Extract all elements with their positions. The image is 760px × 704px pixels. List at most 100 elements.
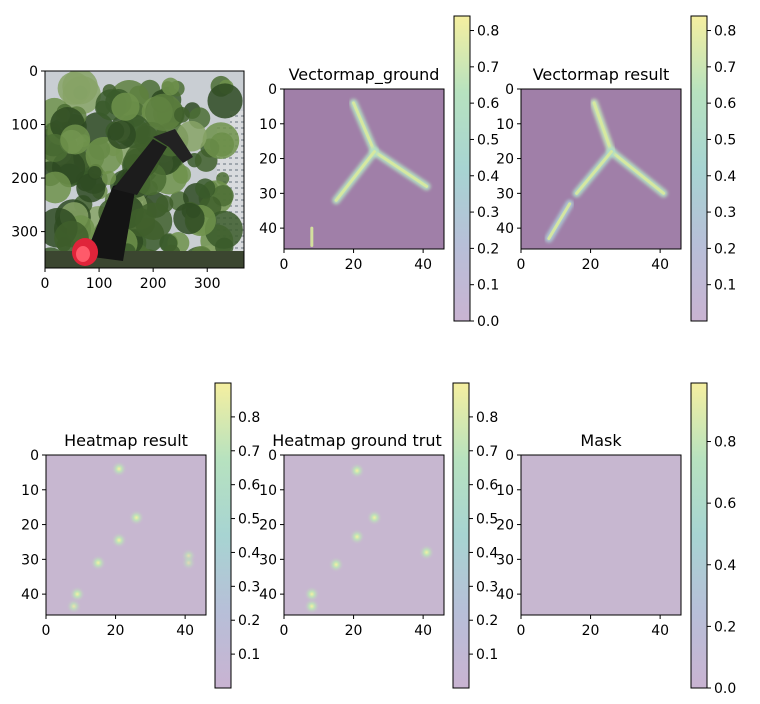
colorbar-tick-label: 0.6 bbox=[714, 496, 736, 512]
colorbar-tick-label: 0.1 bbox=[477, 278, 499, 294]
photo-foliage bbox=[134, 202, 173, 241]
photo-foliage bbox=[173, 202, 205, 235]
colorbar-tick-label: 0.2 bbox=[238, 613, 260, 629]
x-tick-label: 0 bbox=[42, 623, 51, 639]
y-tick-label: 20 bbox=[21, 518, 39, 534]
heatmap-peak bbox=[418, 544, 435, 561]
heatmap-image bbox=[284, 89, 444, 249]
y-tick-label: 100 bbox=[11, 118, 38, 134]
y-tick-label: 40 bbox=[496, 221, 514, 237]
photo-foliage bbox=[161, 77, 180, 96]
colorbar-tick-label: 0.2 bbox=[714, 241, 736, 257]
colorbar-gradient bbox=[452, 382, 470, 689]
colorbar-tick-label: 0.8 bbox=[714, 435, 736, 451]
axes-frame bbox=[45, 454, 207, 616]
colorbar: 0.0 0.1 0.2 0.3 0.4 0.5 0.6 0.7 0.8 bbox=[453, 15, 499, 330]
x-tick-label: 40 bbox=[176, 623, 194, 639]
photo-red-light-core bbox=[76, 246, 90, 262]
axes: 0 20 40 0 10 20 30 40 Vectormap result bbox=[496, 65, 682, 273]
axes-frame bbox=[283, 88, 445, 250]
heatmap-peak bbox=[90, 554, 107, 571]
colorbar-tick-label: 0.2 bbox=[714, 619, 736, 635]
y-tick-label: 10 bbox=[259, 483, 277, 499]
heatmap-background bbox=[521, 455, 681, 615]
heatmap-peak bbox=[111, 460, 128, 477]
axes: 0 20 40 0 10 20 30 40 Heatmap result bbox=[21, 431, 207, 639]
heatmap-peak bbox=[349, 462, 366, 479]
colorbar-tick-label: 0.1 bbox=[238, 647, 260, 663]
heatmap-peak bbox=[303, 598, 320, 615]
colorbar-tick-label: 0.4 bbox=[476, 545, 498, 561]
colorbar-tick-label: 0.0 bbox=[714, 681, 736, 697]
colorbar-tick-label: 0.5 bbox=[477, 132, 499, 148]
vector-segment-core bbox=[352, 101, 376, 154]
axes: 0 100 200 300 0 100 200 300 bbox=[11, 64, 245, 292]
x-tick-label: 0 bbox=[517, 623, 526, 639]
x-tick-label: 20 bbox=[107, 623, 125, 639]
photo-foliage bbox=[87, 165, 102, 180]
colorbar-tick-label: 0.3 bbox=[238, 579, 260, 595]
x-tick-label: 20 bbox=[345, 623, 363, 639]
heatmap-image bbox=[284, 455, 444, 615]
photo-gripper bbox=[153, 129, 193, 163]
x-tick-label: 40 bbox=[414, 623, 432, 639]
y-tick-label: 40 bbox=[259, 221, 277, 237]
y-tick-label: 30 bbox=[496, 552, 514, 568]
colorbar-gradient bbox=[690, 382, 708, 689]
photo-foliage bbox=[202, 122, 240, 160]
x-tick-label: 40 bbox=[414, 257, 432, 273]
heatmap-peak bbox=[111, 532, 128, 549]
colorbar-tick-label: 0.6 bbox=[476, 478, 498, 494]
x-tick-label: 0 bbox=[280, 623, 289, 639]
y-tick-label: 10 bbox=[21, 483, 39, 499]
x-tick-label: 200 bbox=[140, 276, 167, 292]
vector-segment-core bbox=[372, 150, 429, 188]
axes: 0 20 40 0 10 20 30 40 Vectormap_ground bbox=[259, 65, 445, 273]
colorbar-tick-label: 0.7 bbox=[238, 444, 260, 460]
axes-title: Vectormap_ground bbox=[289, 65, 440, 85]
photo-foliage bbox=[172, 165, 192, 184]
y-tick-label: 0 bbox=[505, 448, 514, 464]
colorbar: 0.1 0.2 0.3 0.4 0.5 0.6 0.7 0.8 bbox=[214, 382, 260, 689]
heatmap-peak bbox=[181, 555, 197, 571]
heatmap-peak bbox=[66, 598, 82, 615]
y-tick-label: 200 bbox=[11, 171, 38, 187]
x-tick-label: 20 bbox=[582, 257, 600, 273]
colorbar-gradient bbox=[690, 15, 708, 322]
colorbar-tick-label: 0.6 bbox=[477, 96, 499, 112]
colorbar-tick-label: 0.1 bbox=[714, 278, 736, 294]
vector-segment-core bbox=[334, 150, 376, 202]
colorbar: 0.1 0.2 0.3 0.4 0.5 0.6 0.7 0.8 bbox=[452, 382, 498, 689]
x-tick-label: 0 bbox=[280, 257, 289, 273]
photo-image bbox=[45, 71, 244, 268]
y-tick-label: 10 bbox=[496, 117, 514, 133]
colorbar-gradient bbox=[453, 15, 471, 322]
colorbar-tick-label: 0.3 bbox=[477, 205, 499, 221]
photo-robot-arm bbox=[113, 139, 167, 195]
heatmap-peak bbox=[328, 556, 345, 573]
photo-robot-arm bbox=[85, 179, 137, 261]
photo-foliage bbox=[174, 106, 190, 123]
colorbar-tick-label: 0.5 bbox=[238, 512, 260, 528]
y-tick-label: 30 bbox=[259, 186, 277, 202]
axes: 0 20 40 0 10 20 30 40 Mask bbox=[496, 431, 682, 639]
heatmap-peak bbox=[128, 509, 145, 526]
colorbar-tick-label: 0.5 bbox=[476, 512, 498, 528]
axes-title: Heatmap ground trut bbox=[272, 431, 442, 450]
colorbar-tick-label: 0.8 bbox=[476, 410, 498, 426]
photo-foliage bbox=[207, 83, 243, 119]
colorbar-tick-label: 0.2 bbox=[477, 241, 499, 257]
colorbar-tick-label: 0.4 bbox=[238, 545, 260, 561]
y-tick-label: 30 bbox=[259, 552, 277, 568]
heatmap-peak bbox=[69, 586, 86, 603]
colorbar-tick-label: 0.5 bbox=[714, 132, 736, 148]
colorbar-tick-label: 0.0 bbox=[477, 314, 499, 330]
axes-frame bbox=[520, 88, 682, 250]
y-tick-label: 20 bbox=[496, 518, 514, 534]
photo-foliage bbox=[57, 71, 91, 105]
heatmap-image bbox=[46, 455, 206, 615]
axes-title: Vectormap result bbox=[533, 65, 670, 84]
axes-title: Heatmap result bbox=[64, 431, 188, 450]
y-tick-label: 300 bbox=[11, 225, 38, 241]
